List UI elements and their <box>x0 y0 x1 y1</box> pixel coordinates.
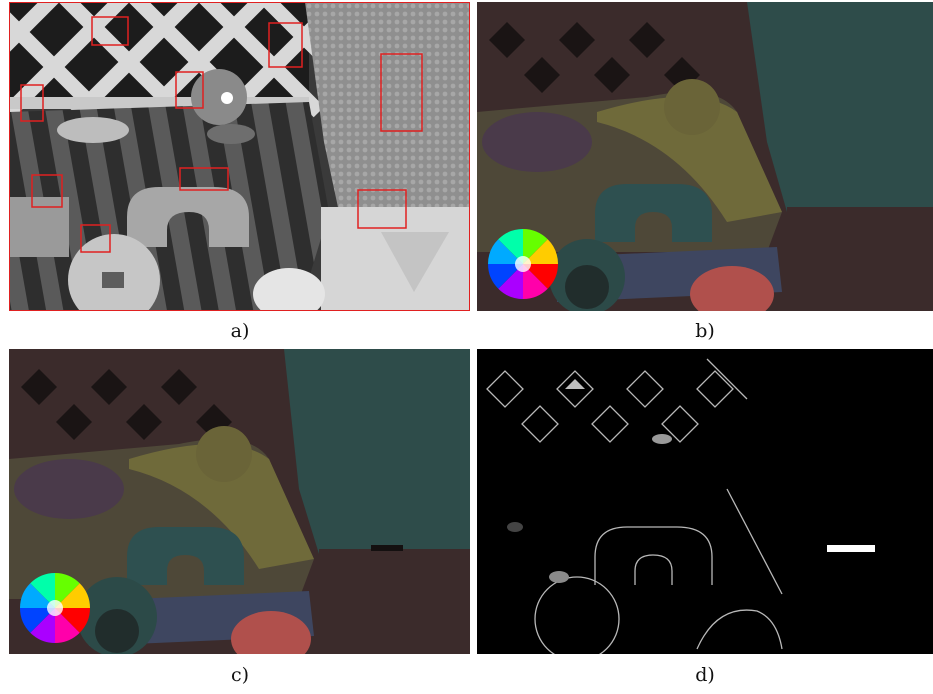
caption-c: c) <box>230 664 250 686</box>
caption-d: d) <box>695 664 715 686</box>
caption-b: b) <box>695 320 715 342</box>
panel-d-image <box>477 349 933 654</box>
caption-a: a) <box>230 320 250 342</box>
panel-b-image <box>477 2 933 311</box>
panel-c-image <box>9 349 470 654</box>
panel-a-image <box>9 2 470 311</box>
